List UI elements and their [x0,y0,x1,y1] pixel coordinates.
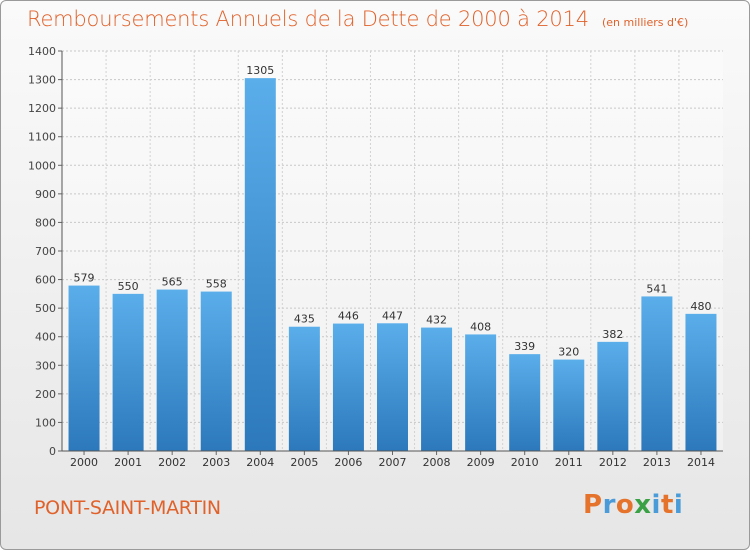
x-tick-label: 2012 [599,456,627,469]
y-tick-label: 1100 [28,131,56,144]
bar-value-label: 447 [382,309,403,322]
bar [421,327,453,451]
x-tick-label: 2008 [423,456,451,469]
bar [156,289,188,451]
bar [553,359,585,451]
y-tick-label: 100 [35,416,56,429]
bar [685,313,717,451]
bar-value-label: 1305 [246,64,274,77]
bar [509,354,541,451]
bar-value-label: 565 [162,276,183,289]
logo-letter: o [615,490,635,520]
x-tick-label: 2007 [379,456,407,469]
bar-value-label: 480 [690,300,711,313]
bar-value-label: 541 [646,282,667,295]
logo-letter: i [673,490,684,520]
bar-value-label: 339 [514,340,535,353]
logo-letter: x [634,490,652,520]
y-tick-label: 1400 [28,45,56,58]
x-tick-label: 2011 [555,456,583,469]
unit-note: (en milliers d'€) [602,16,689,29]
bar [200,291,232,451]
bar [377,323,408,451]
chart-title-text: Remboursements Annuels de la Dette de 20… [27,7,589,31]
x-tick-label: 2006 [334,456,362,469]
x-tick-label: 2014 [687,456,715,469]
proxiti-logo: Proxiti [583,490,683,520]
x-tick-label: 2005 [290,456,318,469]
x-tick-label: 2000 [70,456,98,469]
bar [112,293,144,451]
bar [288,326,320,451]
commune-name: PONT-SAINT-MARTIN [34,497,221,519]
x-tick-label: 2003 [202,456,230,469]
logo-letter: i [651,490,661,520]
y-tick-label: 600 [35,274,56,287]
bar-value-label: 382 [602,328,623,341]
x-tick-label: 2002 [158,456,186,469]
x-tick-label: 2001 [114,456,142,469]
x-tick-label: 2013 [643,456,671,469]
bar [332,323,364,451]
bar-value-label: 446 [338,310,359,323]
logo-letter: P [583,490,603,520]
y-tick-label: 700 [35,245,56,258]
bar [641,296,673,451]
y-tick-label: 900 [35,188,56,201]
y-tick-label: 1200 [28,102,56,115]
bar-value-label: 435 [294,313,315,326]
y-tick-label: 400 [35,331,56,344]
y-tick-label: 800 [35,216,56,229]
bar-value-label: 550 [118,280,139,293]
x-tick-label: 2009 [467,456,495,469]
bar [68,285,100,451]
bar [597,341,629,451]
y-tick-label: 200 [35,388,56,401]
chart-title: Remboursements Annuels de la Dette de 20… [27,7,688,31]
logo-letter: t [660,490,674,520]
bar [465,334,497,451]
y-tick-label: 0 [49,445,56,458]
x-tick-label: 2010 [511,456,539,469]
bar-value-label: 320 [558,346,579,359]
y-tick-label: 1300 [28,74,56,87]
bar [244,78,276,452]
bar-value-label: 558 [206,278,227,291]
x-tick-label: 2004 [246,456,274,469]
bar-value-label: 432 [426,314,447,327]
y-tick-label: 1000 [28,159,56,172]
logo-letter: r [602,490,616,520]
bar-value-label: 579 [74,272,95,285]
bar-value-label: 408 [470,320,491,333]
y-tick-label: 500 [35,302,56,315]
y-tick-label: 300 [35,359,56,372]
